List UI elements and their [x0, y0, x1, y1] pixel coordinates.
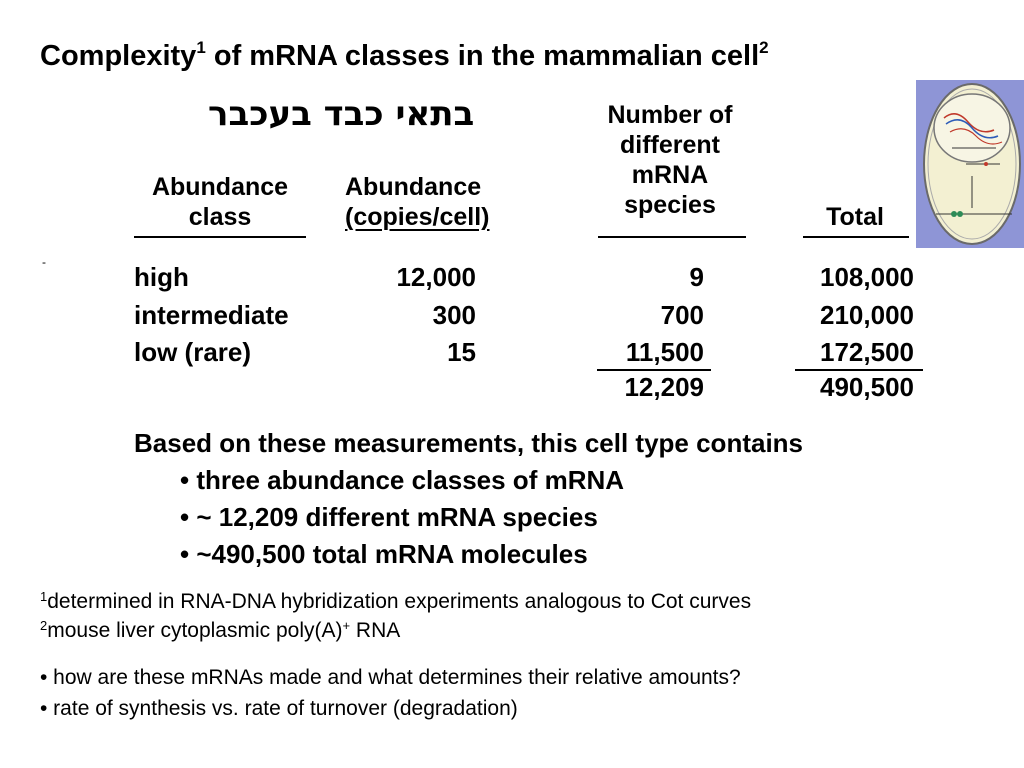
row-low-total: 172,500: [820, 337, 914, 367]
conclusion-bullet-1: • three abundance classes of mRNA: [180, 465, 625, 495]
question-2: • rate of synthesis vs. rate of turnover…: [40, 697, 518, 720]
question-1: • how are these mRNAs made and what dete…: [40, 666, 741, 689]
conclusion-bullet-3: • ~490,500 total mRNA molecules: [180, 539, 588, 569]
conclusion-lead: Based on these measurements, this cell t…: [134, 428, 804, 458]
footnote-2-mark: 2: [40, 618, 48, 633]
header-species-line4: species: [624, 191, 716, 219]
row-intermediate-class: intermediate: [134, 300, 289, 330]
cell-diagram-image: [916, 80, 1024, 248]
title-text: Complexity: [40, 40, 197, 72]
stray-dash: -: [42, 255, 46, 269]
header-species-line3: mRNA: [631, 161, 709, 189]
row-high-species: 9: [689, 262, 704, 292]
row-high-copies: 12,000: [396, 262, 476, 292]
title-footnote-1: 1: [196, 38, 206, 57]
footnote-2-text-a: mouse liver cytoplasmic poly(A): [47, 619, 343, 642]
title-footnote-2: 2: [759, 38, 769, 57]
header-underline-total: [803, 236, 909, 238]
row-high-class: high: [134, 262, 189, 292]
footnote-1: 1determined in RNA-DNA hybridization exp…: [40, 589, 752, 614]
header-abundance-copies: Abundance (copies/cell): [345, 172, 529, 232]
header-total: Total: [826, 203, 884, 231]
header-species-line1: Number of: [607, 101, 733, 129]
footnote-1-text: determined in RNA-DNA hybridization expe…: [47, 590, 752, 613]
row-intermediate-total: 210,000: [820, 300, 914, 330]
page-title: Complexity1 of mRNA classes in the mamma…: [40, 38, 769, 73]
header-underline-species: [598, 236, 746, 238]
title-text-2: of mRNA classes in the mammalian cell: [205, 40, 760, 72]
footnote-2: 2mouse liver cytoplasmic poly(A)+ RNA: [40, 618, 401, 643]
header-abundance-copies-line2: (copies/cell): [345, 203, 490, 231]
header-abundance-class-line1: Abundance: [151, 173, 289, 201]
header-abundance-class: Abundance class: [134, 172, 306, 232]
header-number-species: Number of different mRNA species: [580, 100, 760, 220]
cell-diagram-svg: [923, 83, 1021, 245]
row-low-class: low (rare): [134, 337, 252, 367]
sum-total: 490,500: [820, 372, 914, 402]
sum-line-species: [597, 369, 711, 371]
row-high-total: 108,000: [820, 262, 914, 292]
header-species-line2: different: [620, 131, 720, 159]
footnote-2-sup: +: [342, 618, 351, 633]
row-intermediate-copies: 300: [432, 300, 476, 330]
conclusion-bullet-2: • ~ 12,209 different mRNA species: [180, 502, 598, 532]
row-intermediate-species: 700: [660, 300, 704, 330]
row-low-copies: 15: [447, 337, 476, 367]
sum-line-total: [795, 369, 923, 371]
sum-species: 12,209: [624, 372, 704, 402]
header-abundance-copies-line1: Abundance: [345, 173, 482, 201]
row-low-species: 11,500: [625, 337, 704, 367]
footnote-1-mark: 1: [40, 589, 48, 604]
hebrew-heading: בתאי כבד בעכבר: [208, 94, 475, 134]
header-abundance-class-line2: class: [188, 203, 252, 231]
header-underline-class: [134, 236, 306, 238]
footnote-2-text-b: RNA: [350, 619, 401, 642]
